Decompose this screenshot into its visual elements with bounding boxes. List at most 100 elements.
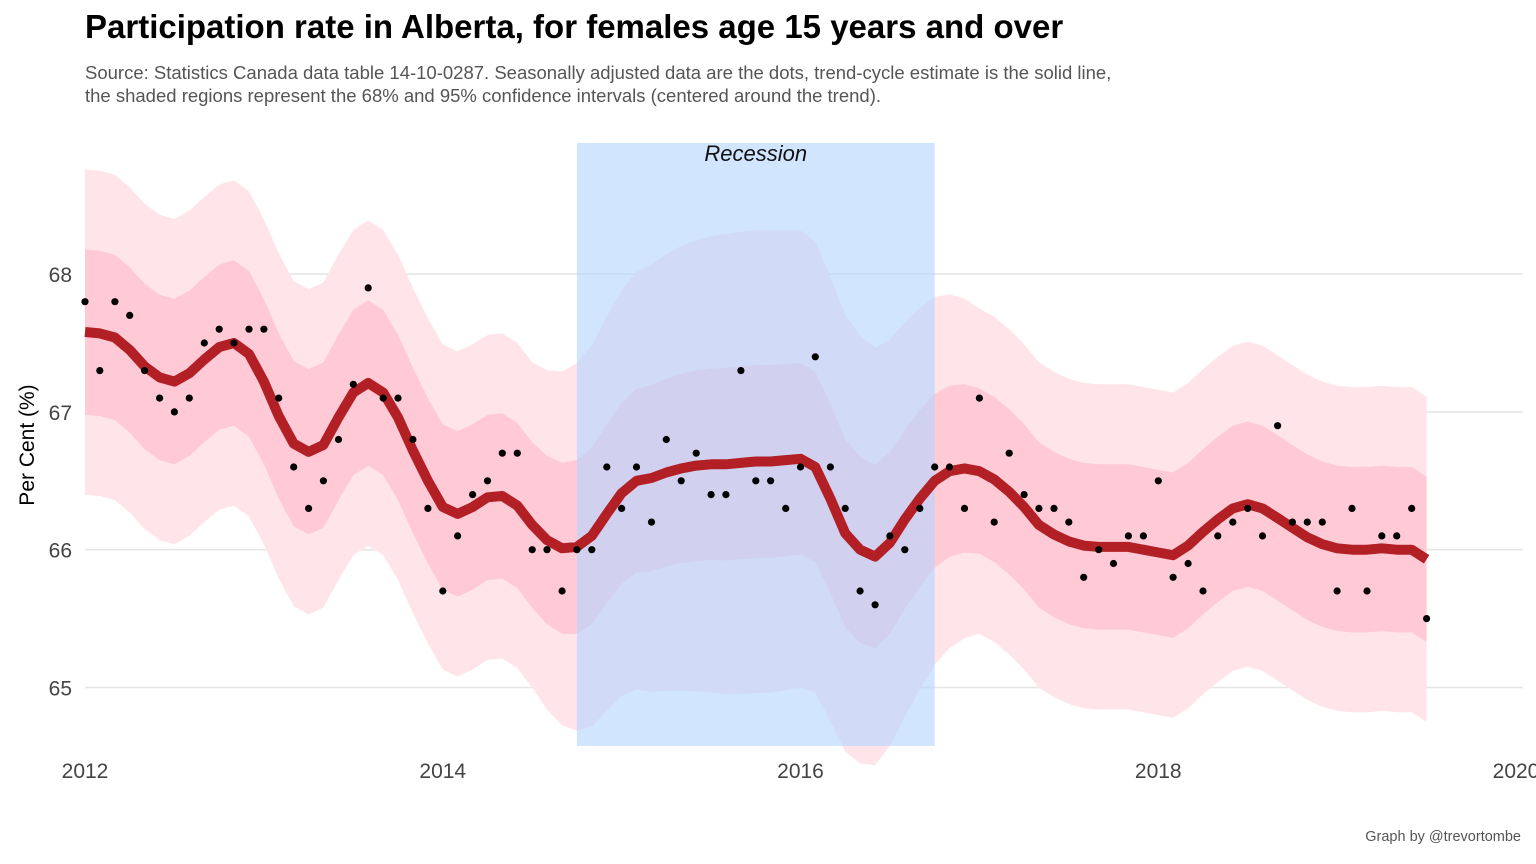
data-point — [990, 518, 998, 526]
recession-rect — [576, 143, 935, 746]
data-point — [886, 532, 894, 540]
data-point — [1214, 532, 1222, 540]
data-point — [752, 477, 760, 485]
y-tick-label: 65 — [49, 678, 72, 701]
data-point — [528, 546, 536, 554]
data-point — [871, 601, 879, 609]
data-point — [1124, 532, 1132, 540]
data-point — [1229, 518, 1237, 526]
data-point — [1035, 504, 1043, 512]
data-point — [81, 298, 89, 306]
data-point — [513, 449, 521, 457]
data-point — [439, 587, 447, 595]
data-point — [1378, 532, 1386, 540]
data-point — [364, 284, 372, 292]
recession-shading: Recession — [576, 141, 935, 746]
data-point — [1423, 615, 1431, 623]
data-point — [632, 463, 641, 471]
data-point — [215, 325, 223, 333]
data-point — [1318, 518, 1326, 526]
data-point — [901, 546, 909, 554]
y-tick-label: 68 — [49, 264, 72, 287]
data-point — [647, 518, 656, 526]
subtitle-line-1: Source: Statistics Canada data table 14-… — [85, 62, 1112, 83]
data-point — [662, 435, 670, 444]
data-point — [722, 491, 730, 499]
x-tick-label: 2012 — [62, 760, 109, 783]
data-point — [200, 339, 208, 347]
y-axis-title: Per Cent (%) — [16, 384, 39, 505]
data-point — [558, 587, 566, 595]
trend-line — [84, 327, 1430, 564]
data-point — [1080, 573, 1088, 581]
data-point — [319, 477, 327, 485]
seasonally-adjusted-points — [81, 284, 1431, 623]
data-point — [1095, 546, 1103, 554]
data-point — [603, 463, 611, 471]
data-point — [185, 394, 193, 402]
data-point — [931, 463, 939, 471]
data-point — [945, 463, 954, 471]
data-point — [409, 435, 417, 444]
data-point — [707, 491, 715, 499]
data-point — [811, 353, 819, 361]
recession-label: Recession — [704, 141, 807, 166]
data-point — [349, 380, 357, 388]
data-point — [1184, 559, 1192, 568]
data-point — [1169, 573, 1177, 581]
data-point — [424, 504, 432, 512]
data-point — [677, 477, 685, 485]
data-point — [975, 394, 984, 402]
data-point — [230, 339, 238, 347]
data-point — [1408, 504, 1416, 512]
data-point — [1050, 504, 1058, 512]
data-point — [543, 546, 551, 554]
data-point — [767, 477, 775, 485]
data-point — [1363, 587, 1371, 595]
data-point — [305, 504, 313, 512]
data-point — [1154, 477, 1162, 485]
data-point — [469, 491, 477, 499]
data-point — [1258, 532, 1267, 540]
chart-title: Participation rate in Alberta, for femal… — [85, 8, 1064, 45]
data-point — [126, 311, 134, 319]
data-point — [856, 587, 864, 595]
chart-subtitle: Source: Statistics Canada data table 14-… — [85, 61, 1385, 107]
data-point — [394, 394, 402, 402]
data-point — [379, 394, 387, 402]
data-point — [1139, 532, 1147, 540]
data-point — [618, 504, 626, 512]
caption: Graph by @trevortombe — [1365, 829, 1521, 845]
axes: 2012 2014 2016 2018 2020 65 66 67 68 Per Cent (%) — [16, 264, 1536, 783]
x-tick-label: 2016 — [777, 760, 824, 783]
data-point — [334, 435, 343, 444]
data-point — [141, 367, 149, 375]
data-point — [1333, 587, 1341, 595]
data-point — [692, 449, 700, 457]
data-point — [826, 463, 835, 471]
data-point — [1020, 491, 1028, 499]
data-point — [1348, 504, 1356, 512]
data-point — [796, 463, 805, 471]
x-tick-label: 2018 — [1135, 760, 1182, 783]
trend-cycle-line — [84, 327, 1430, 564]
x-tick-label: 2020 — [1493, 760, 1536, 783]
data-point — [498, 449, 506, 457]
subtitle-line-2: the shaded regions represent the 68% and… — [85, 85, 882, 106]
data-point — [1288, 518, 1296, 526]
data-point — [588, 546, 596, 554]
data-point — [1303, 518, 1311, 526]
data-point — [841, 504, 849, 512]
data-point — [275, 394, 283, 402]
data-point — [1244, 504, 1252, 512]
x-tick-label: 2014 — [419, 760, 466, 783]
data-point — [1199, 587, 1207, 595]
data-point — [573, 546, 581, 554]
data-point — [290, 463, 298, 471]
data-point — [483, 477, 492, 485]
data-point — [1065, 518, 1073, 526]
data-point — [782, 504, 790, 512]
data-point — [960, 504, 969, 512]
data-point — [454, 532, 462, 540]
